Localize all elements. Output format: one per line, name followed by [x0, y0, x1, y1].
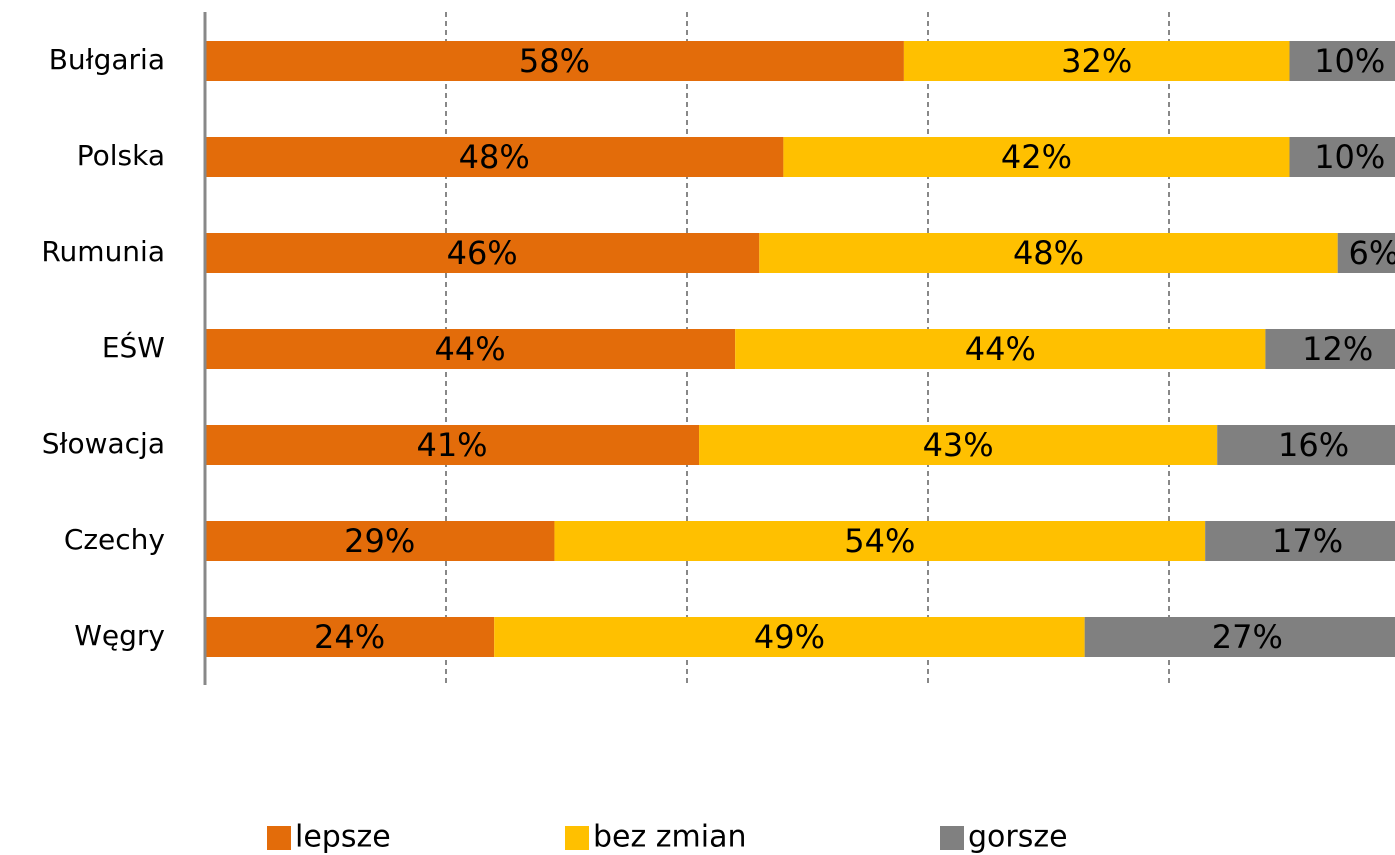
- data-label: 12%: [1302, 330, 1373, 368]
- bar-segment: [205, 329, 736, 369]
- legend-label: gorsze: [968, 820, 1068, 855]
- bar-segment: [783, 137, 1290, 177]
- bar-segment: [205, 617, 495, 657]
- data-label: 46%: [447, 234, 518, 272]
- data-label: 17%: [1272, 522, 1343, 560]
- bar-segment: [205, 425, 700, 465]
- data-label: 10%: [1314, 138, 1385, 176]
- data-label: 6%: [1348, 234, 1395, 272]
- data-label: 54%: [844, 522, 915, 560]
- data-label: 43%: [923, 426, 994, 464]
- bar-segment: [735, 329, 1266, 369]
- bar-segment: [205, 137, 784, 177]
- data-label: 27%: [1212, 618, 1283, 656]
- bar-segment: [205, 41, 904, 81]
- bar-segment: [494, 617, 1085, 657]
- bar-segment: [903, 41, 1290, 81]
- category-label: Czechy: [64, 523, 165, 556]
- bar-segment: [205, 233, 760, 273]
- data-label: 48%: [459, 138, 530, 176]
- bar-segment: [1084, 617, 1395, 657]
- category-label: Słowacja: [42, 427, 165, 460]
- data-label: 41%: [416, 426, 487, 464]
- data-label: 49%: [754, 618, 825, 656]
- category-label: Bułgaria: [49, 43, 165, 76]
- category-label: Rumunia: [41, 235, 165, 268]
- bar-segment: [1289, 41, 1395, 81]
- category-label: Polska: [77, 139, 165, 172]
- bar-segment: [1337, 233, 1395, 273]
- data-label: 44%: [435, 330, 506, 368]
- category-label: Węgry: [74, 619, 165, 652]
- legend-label: bez zmian: [593, 820, 747, 855]
- legend-swatch: [940, 826, 964, 850]
- bar-segment: [205, 521, 555, 561]
- bar-segment: [1265, 329, 1395, 369]
- category-label: EŚW: [102, 330, 165, 364]
- data-label: 32%: [1061, 42, 1132, 80]
- legend-swatch: [565, 826, 589, 850]
- bar-segment: [759, 233, 1338, 273]
- data-label: 24%: [314, 618, 385, 656]
- data-label: 10%: [1314, 42, 1385, 80]
- bar-segment: [1217, 425, 1395, 465]
- bar-segment: [699, 425, 1218, 465]
- data-label: 48%: [1013, 234, 1084, 272]
- data-label: 16%: [1278, 426, 1349, 464]
- data-label: 29%: [344, 522, 415, 560]
- data-label: 44%: [965, 330, 1036, 368]
- data-label: 58%: [519, 42, 590, 80]
- data-label: 42%: [1001, 138, 1072, 176]
- legend-swatch: [267, 826, 291, 850]
- legend-label: lepsze: [295, 820, 391, 855]
- bar-segment: [1205, 521, 1395, 561]
- bar-segment: [1289, 137, 1395, 177]
- bar-segment: [554, 521, 1206, 561]
